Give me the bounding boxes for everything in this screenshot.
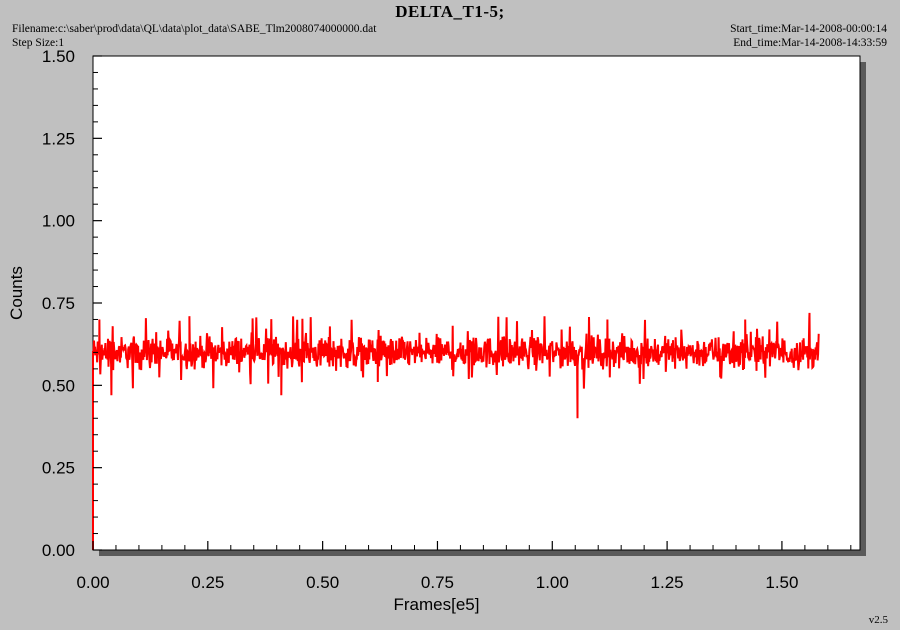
y-tick-label: 1.25: [42, 129, 75, 148]
x-tick-label: 1.25: [651, 573, 684, 592]
y-tick-label: 0.00: [42, 541, 75, 560]
x-tick-label: 1.50: [765, 573, 798, 592]
y-tick-label: 0.25: [42, 459, 75, 478]
y-tick-label: 1.50: [42, 47, 75, 66]
x-tick-label: 1.00: [536, 573, 569, 592]
y-tick-label: 1.00: [42, 212, 75, 231]
x-tick-label: 0.25: [191, 573, 224, 592]
y-tick-label: 0.50: [42, 376, 75, 395]
axes-group: 0.00 0.25 0.50 0.75 1.00 1.25 1.50 0.00 0.25 0.50…: [42, 47, 852, 592]
y-axis-label: Counts: [7, 266, 26, 320]
filename-label: Filename:c:\saber\prod\data\QL\data\plot…: [12, 23, 377, 35]
x-tick-label: 0.50: [306, 573, 339, 592]
x-tick-label: 0.75: [421, 573, 454, 592]
step-size-label: Step Size:1: [12, 37, 65, 49]
version-label: v2.5: [868, 614, 888, 626]
chart-title: DELTA_T1-5;: [395, 2, 505, 21]
end-time-label: End_time:Mar-14-2008-14:33:59: [733, 37, 887, 49]
x-tick-label: 0.00: [76, 573, 109, 592]
series-line: [92, 312, 820, 550]
y-tick-label: 0.75: [42, 294, 75, 313]
x-axis-label: Frames[e5]: [394, 595, 480, 614]
plot-area: [92, 55, 861, 551]
start-time-label: Start_time:Mar-14-2008-00:00:14: [730, 23, 887, 35]
series-group: [92, 312, 820, 550]
